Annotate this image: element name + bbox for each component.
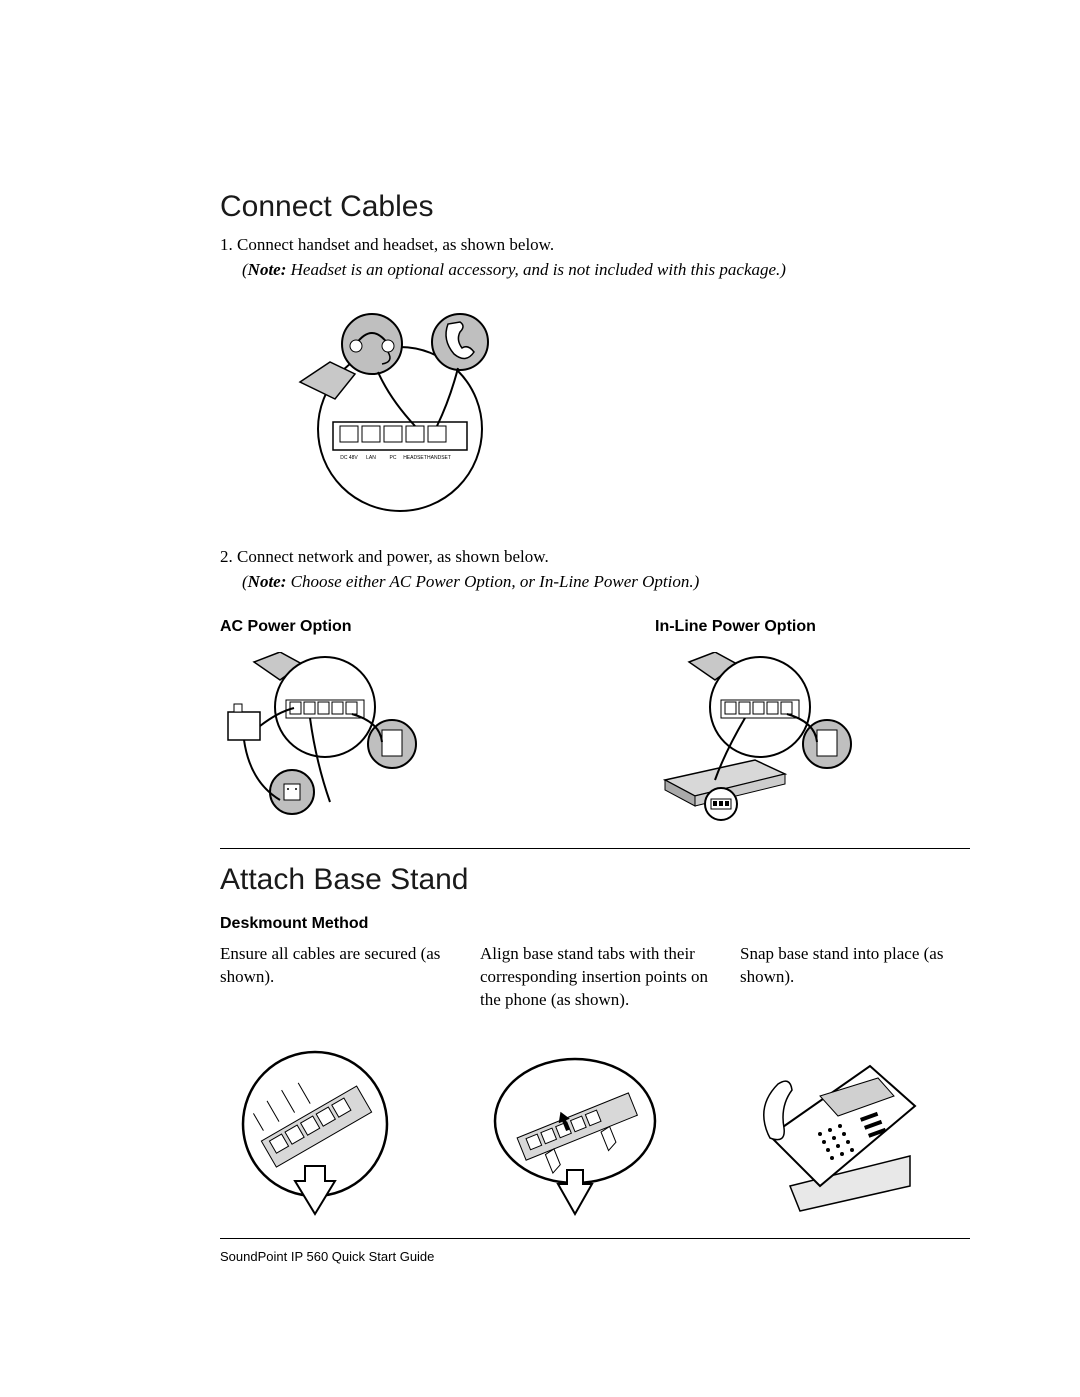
section-divider [220, 848, 970, 849]
deskmount-step1-text: Ensure all cables are secured (as shown)… [220, 943, 450, 1038]
svg-text:HEADSET: HEADSET [403, 455, 427, 461]
footer-divider [220, 1238, 970, 1239]
diagram-ac-power [220, 652, 430, 822]
deskmount-method-label: Deskmount Method [220, 915, 970, 933]
deskmount-columns: Ensure all cables are secured (as shown)… [220, 943, 970, 1216]
svg-text:PC: PC [390, 455, 397, 461]
step1-text: Connect handset and headset, as shown be… [237, 235, 554, 254]
svg-text:LAN: LAN [366, 455, 376, 461]
step1-note-body: Headset is an optional accessory, and is… [286, 260, 786, 279]
footer-text: SoundPoint IP 560 Quick Start Guide [220, 1249, 970, 1264]
step1-note: (Note: Headset is an optional accessory,… [220, 259, 970, 282]
diagram-deskmount-3 [740, 1046, 930, 1216]
step2: 2. Connect network and power, as shown b… [220, 546, 970, 569]
svg-text:HANDSET: HANDSET [427, 455, 451, 461]
step1: 1. Connect handset and headset, as shown… [220, 234, 970, 257]
deskmount-step3-text: Snap base stand into place (as shown). [740, 943, 970, 1038]
diagram-deskmount-1 [220, 1046, 410, 1216]
diagram-inline-power [655, 652, 865, 822]
ac-power-label: AC Power Option [220, 618, 535, 636]
section-heading-connect-cables: Connect Cables [220, 190, 970, 224]
deskmount-step2-text: Align base stand tabs with their corresp… [480, 943, 710, 1038]
step1-note-bold: Note: [248, 260, 287, 279]
step1-number: 1. [220, 235, 237, 254]
section-heading-attach-base: Attach Base Stand [220, 863, 970, 897]
svg-text:DC 48V: DC 48V [340, 455, 358, 461]
inline-power-label: In-Line Power Option [655, 618, 970, 636]
diagram-deskmount-2 [480, 1046, 670, 1216]
step2-note: (Note: Choose either AC Power Option, or… [220, 571, 970, 594]
diagram-handset-headset: DC 48V LAN PC HEADSET HANDSET [260, 304, 540, 524]
step2-note-bold: Note: [248, 572, 287, 591]
step2-number: 2. [220, 547, 237, 566]
step2-text: Connect network and power, as shown belo… [237, 547, 549, 566]
step2-note-body: Choose either AC Power Option, or In-Lin… [286, 572, 699, 591]
